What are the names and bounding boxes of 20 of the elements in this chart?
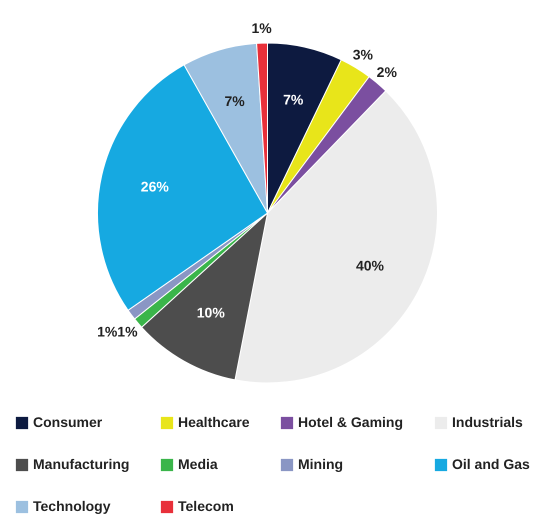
legend-label: Mining <box>298 456 344 472</box>
data-label: 26% <box>140 178 170 194</box>
legend-label: Consumer <box>33 414 103 430</box>
data-label: 1% <box>251 20 272 36</box>
data-label: 40% <box>356 257 385 274</box>
data-label: 10% <box>196 304 226 321</box>
legend-label: Manufacturing <box>33 456 130 472</box>
legend-label: Hotel & Gaming <box>298 414 404 430</box>
legend-label: Telecom <box>178 498 234 514</box>
data-label: 3% <box>352 46 374 63</box>
data-label: 1% <box>117 323 138 340</box>
data-label: 7% <box>224 93 246 110</box>
legend-label: Technology <box>33 498 111 514</box>
legend-label: Industrials <box>452 414 524 430</box>
data-label: 7% <box>283 91 304 108</box>
legend-label: Media <box>178 456 218 472</box>
data-label: 1% <box>97 324 118 340</box>
legend-label: Oil and Gas <box>452 456 530 472</box>
legend-label: Healthcare <box>178 414 250 430</box>
data-label: 2% <box>376 64 398 80</box>
